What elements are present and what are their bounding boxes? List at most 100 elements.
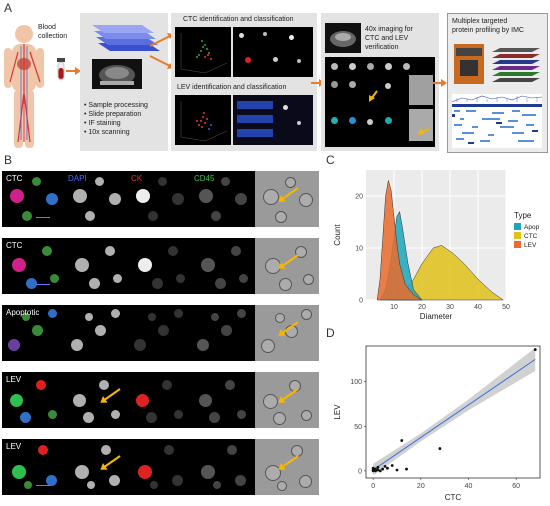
lev-thumbnails [233,95,313,145]
cell [75,465,89,479]
data-point [376,468,380,472]
cell [215,278,226,289]
cell [303,274,314,285]
arrow-to-imc [433,82,443,84]
x-tick-label: 60 [512,483,520,490]
imaging-arrows [369,90,430,135]
cell [211,313,219,321]
y-tick-label: 20 [355,194,363,201]
cell [109,475,120,486]
cell [105,246,115,256]
fluorescence-tile [191,439,254,495]
x-tick-label: 20 [418,304,426,311]
y-axis-label: Count [333,224,342,246]
panel-a-letter: A [4,1,13,15]
microscope-icon [325,23,361,53]
data-point [438,447,442,450]
brightfield-tile [255,372,319,428]
cell [95,325,106,336]
legend-label: CTC [524,233,538,240]
y-tick-label: 0 [358,468,362,475]
cell [42,246,52,256]
legend-swatch [514,232,521,239]
cell [73,189,87,203]
cell [48,410,57,419]
panel-b-letter: B [4,153,13,167]
cell [89,278,100,289]
cell [172,193,184,205]
cell [221,177,230,186]
cell [32,177,41,186]
cell [275,313,285,323]
cell [164,445,174,455]
cell [136,394,149,407]
cell [46,475,57,486]
fluorescence-tile [191,305,254,361]
cell [176,274,185,283]
cell [172,475,183,486]
imaging-grid [325,57,435,147]
channel-header: CK [131,174,143,183]
cell [174,309,183,318]
x-tick-label: 50 [502,304,510,311]
cell [50,274,59,283]
legend-swatch [514,223,521,230]
cell [111,410,120,419]
cell [237,309,246,318]
ctc-3d-scatter [175,27,231,77]
data-point [405,467,408,471]
data-point [376,465,380,469]
cell [199,189,213,203]
scale-bar [36,485,50,486]
cell [197,339,209,351]
microscopy-row: CTC [2,238,319,294]
cell [113,274,122,283]
microscopy-row: Apoptotic [2,305,319,361]
fluorescence-tile [191,238,254,294]
cell [301,309,312,320]
cell [162,380,172,390]
fluorescence-tile [2,238,65,294]
fluorescence-tile [128,305,191,361]
scanner-icon [92,59,142,89]
fluorescence-tile [2,171,65,227]
data-point [381,467,385,471]
cell [10,189,24,203]
x-tick-label: 30 [446,304,454,311]
legend-label: LEV [524,242,537,249]
x-tick-label: 10 [390,304,398,311]
cell [12,465,26,479]
cell [87,481,95,489]
cell [32,325,43,336]
cell [237,410,246,419]
lev-identification-title: LEV identification and classification [177,84,287,91]
cell [158,325,169,336]
arrow-blood-to-processing [66,70,76,72]
blood-tube-icon [57,58,65,81]
y-axis-label: LEV [333,404,342,420]
ctc-lev-scatter-chart: 0 20 40 60 0 50 100 CTC LEV [333,345,541,502]
cell [71,339,83,351]
heatmap-graphic [452,95,542,144]
row-label: LEV [6,442,22,451]
cell [239,274,248,283]
y-tick-label: 0 [359,298,363,305]
channel-header: DAPI [68,174,87,183]
cell [138,258,152,272]
brightfield-tile [255,439,319,495]
row-label: Apoptotic [6,308,40,317]
cell [83,412,94,423]
imc-box: Multiplex targeted protein profiling by … [447,13,548,153]
cell [285,177,296,188]
cell [209,412,220,423]
cell [158,177,167,186]
cell [201,258,215,272]
processing-steps: • Sample processing • Slide preparation … [84,102,148,136]
density-area-lev [376,180,423,301]
arrow-to-imaging [311,82,321,84]
imc-text: Multiplex targeted protein profiling by … [452,18,524,34]
y-tick-label: 50 [354,424,362,431]
identification-box: CTC identification and classification LE… [171,13,317,151]
fluorescence-tile [128,372,191,428]
ctc-thumbnails [233,27,313,77]
